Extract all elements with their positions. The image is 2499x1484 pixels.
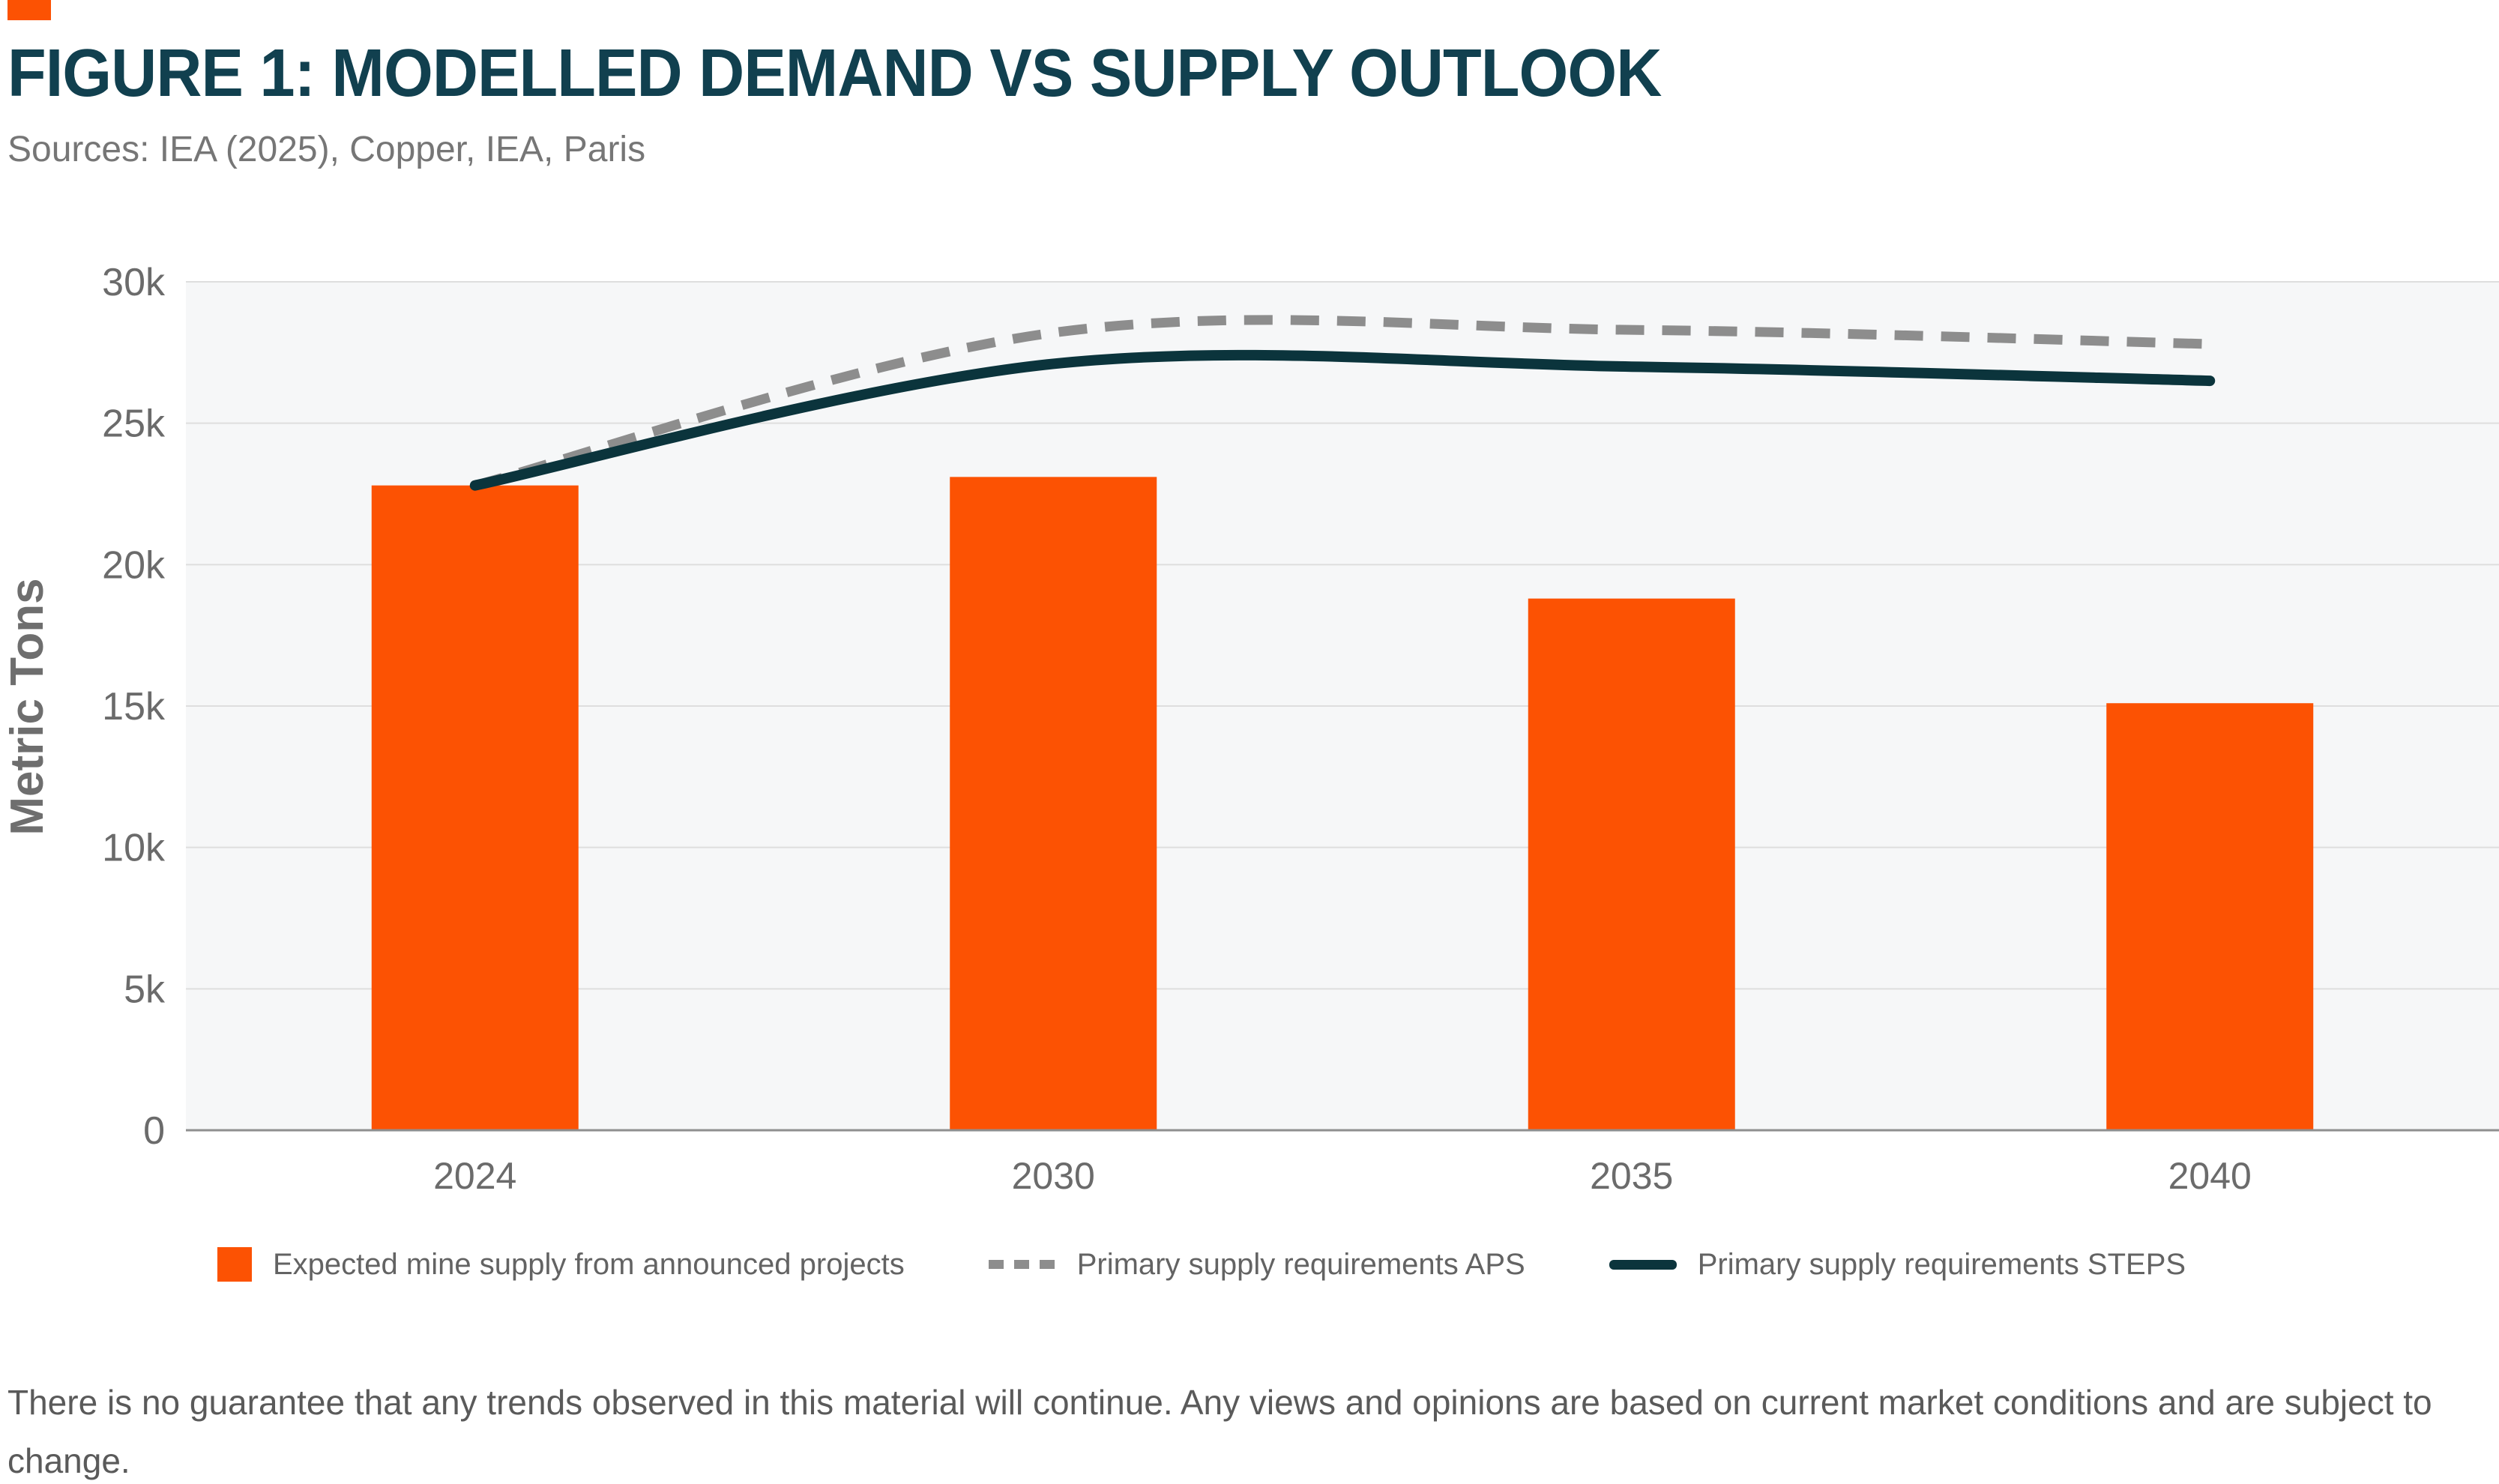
legend-item-aps: Primary supply requirements APS <box>988 1247 1525 1282</box>
line-steps <box>469 349 2216 491</box>
y-tick-30k: 30k <box>102 261 166 304</box>
bar-2024 <box>371 485 579 1130</box>
x-label-2040: 2040 <box>2168 1155 2252 1197</box>
figure-sources: Sources: IEA (2025), Copper, IEA, Paris <box>7 130 646 169</box>
line-aps <box>474 315 2210 490</box>
y-tick-10k: 10k <box>102 827 166 870</box>
chart-legend: Expected mine supply from announced proj… <box>217 1247 2186 1282</box>
figure-title: FIGURE 1: MODELLED DEMAND VS SUPPLY OUTL… <box>7 36 1662 111</box>
legend-label-steps: Primary supply requirements STEPS <box>1697 1247 2186 1281</box>
legend-dashed-line-swatch-icon <box>988 1260 1056 1269</box>
y-tick-0: 0 <box>143 1109 165 1153</box>
bar-2035 <box>1528 598 1735 1130</box>
x-label-2030: 2030 <box>1012 1155 1095 1197</box>
y-tick-25k: 25k <box>102 402 166 446</box>
y-tick-5k: 5k <box>124 968 166 1011</box>
bar-2030 <box>950 477 1157 1130</box>
x-label-2024: 2024 <box>433 1155 516 1197</box>
legend-label-mine-supply: Expected mine supply from announced proj… <box>273 1247 905 1281</box>
legend-item-steps: Primary supply requirements STEPS <box>1609 1248 2186 1282</box>
brand-accent-square <box>7 0 51 20</box>
legend-label-aps: Primary supply requirements APS <box>1076 1247 1525 1281</box>
y-axis-title: Metric Tons <box>1 578 53 836</box>
legend-bar-swatch-icon <box>217 1247 252 1282</box>
bar-2040 <box>2106 703 2314 1130</box>
legend-solid-line-swatch-icon <box>1609 1259 1677 1270</box>
y-tick-15k: 15k <box>102 685 166 729</box>
disclaimer-text: There is no guarantee that any trends ob… <box>7 1383 2432 1480</box>
y-tick-20k: 20k <box>102 543 166 587</box>
x-label-2035: 2035 <box>1590 1155 1673 1197</box>
legend-item-mine-supply: Expected mine supply from announced proj… <box>217 1247 905 1282</box>
